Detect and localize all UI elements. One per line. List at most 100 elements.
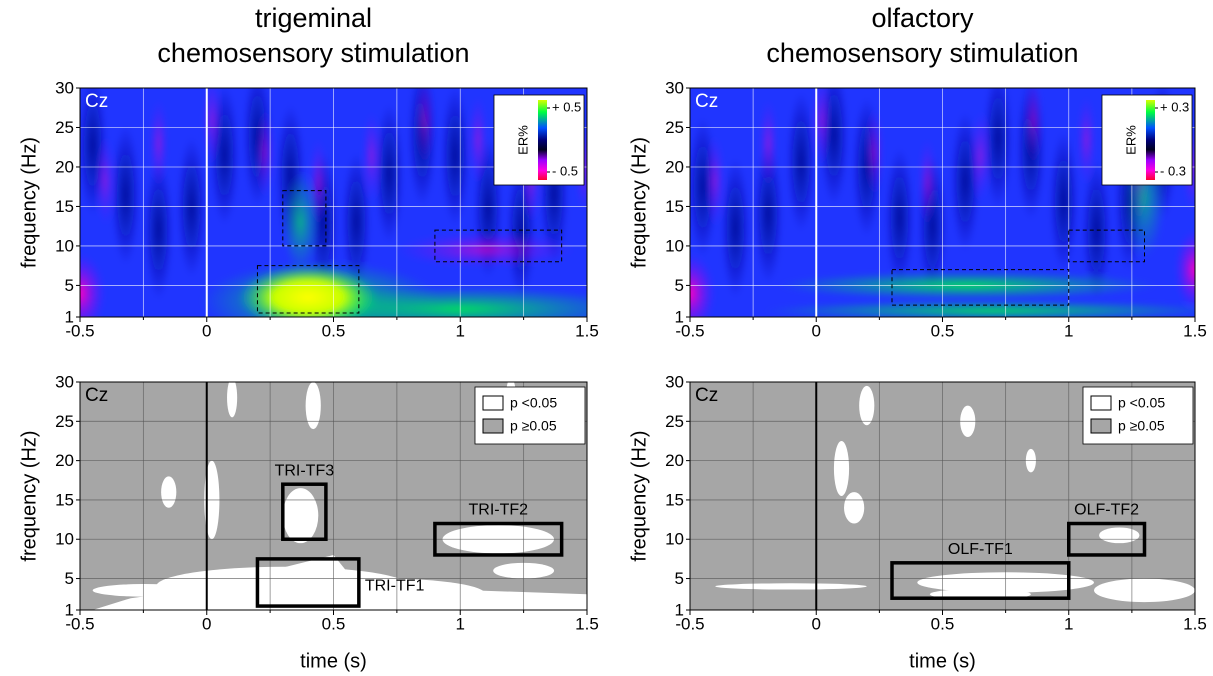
- colorbar-tick-label: - 0.3: [1160, 163, 1186, 178]
- heatmap-blob: [1082, 160, 1111, 301]
- y-tick-label: 10: [665, 236, 684, 255]
- x-tick-label: 0: [202, 614, 211, 633]
- region-box: [891, 269, 1070, 306]
- heatmap-blob: [468, 94, 487, 185]
- region-box: [255, 557, 361, 608]
- x-tick-label: 0: [812, 321, 821, 340]
- channel-label: Cz: [85, 385, 108, 406]
- x-tick-label: 1.5: [1183, 321, 1207, 340]
- heatmap-blob: [1077, 94, 1096, 185]
- colorbar-tick-label: + 0.3: [1160, 99, 1189, 114]
- y-tick-label: 30: [55, 78, 74, 97]
- y-tick-label: 5: [675, 569, 684, 588]
- legend-swatch: [482, 418, 504, 434]
- heatmap-blob: [144, 159, 173, 300]
- heatmap-blob: [721, 157, 750, 298]
- legend-label: p ≥0.05: [510, 418, 557, 434]
- x-tick-label: -0.5: [65, 614, 94, 633]
- chart-title: olfactory: [871, 3, 974, 33]
- y-tick-label: 30: [665, 78, 684, 97]
- significance-blob: [1099, 527, 1140, 544]
- region-box: [256, 265, 360, 314]
- x-axis-label: time (s): [909, 650, 976, 672]
- y-tick-label: 1: [675, 307, 684, 326]
- y-axis-label: frequency (Hz): [18, 137, 40, 268]
- region-label: TRI-TF2: [469, 502, 529, 519]
- x-tick-label: -0.5: [675, 321, 704, 340]
- region-box: [1067, 521, 1147, 557]
- significance-blob: [833, 440, 850, 496]
- y-tick-label: 20: [55, 157, 74, 176]
- x-tick-label: 1.5: [575, 321, 599, 340]
- y-tick-label: 25: [55, 118, 74, 137]
- significance-blob: [161, 476, 177, 508]
- significance-blob: [715, 583, 867, 590]
- significance-blob: [1094, 578, 1195, 603]
- y-tick-label: 1: [675, 600, 684, 619]
- region-box: [433, 521, 564, 557]
- y-tick-label: 20: [665, 451, 684, 470]
- heatmap-blob: [362, 111, 381, 202]
- heatmap-blob: [787, 91, 816, 232]
- x-tick-label: 1: [456, 614, 465, 633]
- heatmap-blob: [984, 88, 1013, 209]
- y-tick-label: 15: [665, 490, 684, 509]
- region-box: [281, 482, 328, 541]
- y-tick-label: 25: [665, 412, 684, 431]
- heatmap-blob: [395, 231, 576, 268]
- y-tick-label: 1: [65, 600, 74, 619]
- colorbar-tick-label: - 0.5: [552, 163, 578, 178]
- y-axis-label: frequency (Hz): [18, 430, 40, 561]
- region-box: [434, 229, 563, 263]
- significance-blob: [859, 385, 875, 426]
- y-tick-label: 5: [675, 276, 684, 295]
- heatmap-blob: [149, 98, 168, 189]
- heatmap-blob: [177, 137, 206, 278]
- x-tick-label: 0.5: [931, 614, 955, 633]
- y-tick-label: 20: [55, 451, 74, 470]
- region-label: OLF-TF2: [1074, 502, 1139, 519]
- heatmap-blob: [111, 125, 140, 266]
- y-tick-label: 15: [665, 197, 684, 216]
- heatmap-blob: [415, 88, 434, 166]
- y-tick-label: 5: [65, 276, 74, 295]
- x-tick-label: 1: [456, 321, 465, 340]
- y-tick-label: 10: [55, 236, 74, 255]
- heatmap-blob: [706, 135, 725, 226]
- x-axis-label: time (s): [300, 650, 367, 672]
- heatmap-blob: [1175, 229, 1195, 310]
- region-box: [890, 561, 1071, 600]
- channel-label: Cz: [695, 91, 718, 112]
- heatmap-blob: [238, 265, 379, 317]
- y-tick-label: 10: [55, 530, 74, 549]
- y-axis-label: frequency (Hz): [628, 430, 650, 561]
- colorbar-label: ER%: [515, 125, 530, 155]
- legend-label: p <0.05: [510, 395, 557, 411]
- heatmap-blob: [256, 107, 275, 198]
- y-tick-label: 30: [665, 372, 684, 391]
- chart-title: trigeminal: [255, 3, 372, 33]
- y-tick-label: 1: [65, 307, 74, 326]
- x-tick-label: 0: [202, 321, 211, 340]
- legend-label: p <0.05: [1118, 395, 1165, 411]
- x-tick-label: 1: [1064, 321, 1073, 340]
- heatmap-blob: [342, 151, 371, 292]
- heatmap-blob: [754, 143, 783, 284]
- heatmap-blob: [865, 107, 884, 198]
- x-tick-label: -0.5: [675, 614, 704, 633]
- x-tick-label: 1: [1064, 614, 1073, 633]
- y-tick-label: 25: [55, 412, 74, 431]
- channel-label: Cz: [695, 385, 718, 406]
- x-tick-label: 1.5: [1183, 614, 1207, 633]
- heatmap-texture: [80, 88, 587, 317]
- colorbar: [1146, 100, 1155, 180]
- heatmap-blob: [971, 111, 990, 202]
- y-tick-label: 15: [55, 490, 74, 509]
- heatmap-blob: [885, 147, 914, 288]
- colorbar: [538, 100, 547, 180]
- y-tick-label: 10: [665, 530, 684, 549]
- legend-swatch: [1090, 418, 1112, 434]
- region-label: TRI-TF1: [365, 578, 425, 595]
- legend-swatch: [482, 395, 504, 411]
